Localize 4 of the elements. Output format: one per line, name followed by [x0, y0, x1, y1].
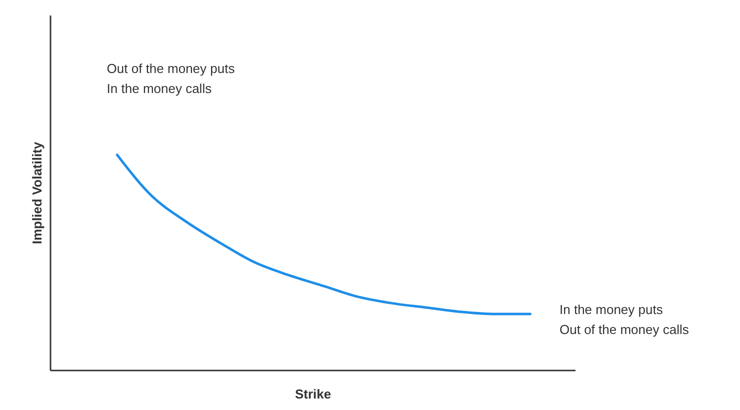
text: Out of the money puts In the money calls	[106, 60, 236, 96]
x-axis-title: Strike	[294, 386, 332, 402]
text: In the money puts Out of the money calls	[560, 302, 690, 337]
y-axis-title: Implied Volatility	[30, 141, 44, 244]
